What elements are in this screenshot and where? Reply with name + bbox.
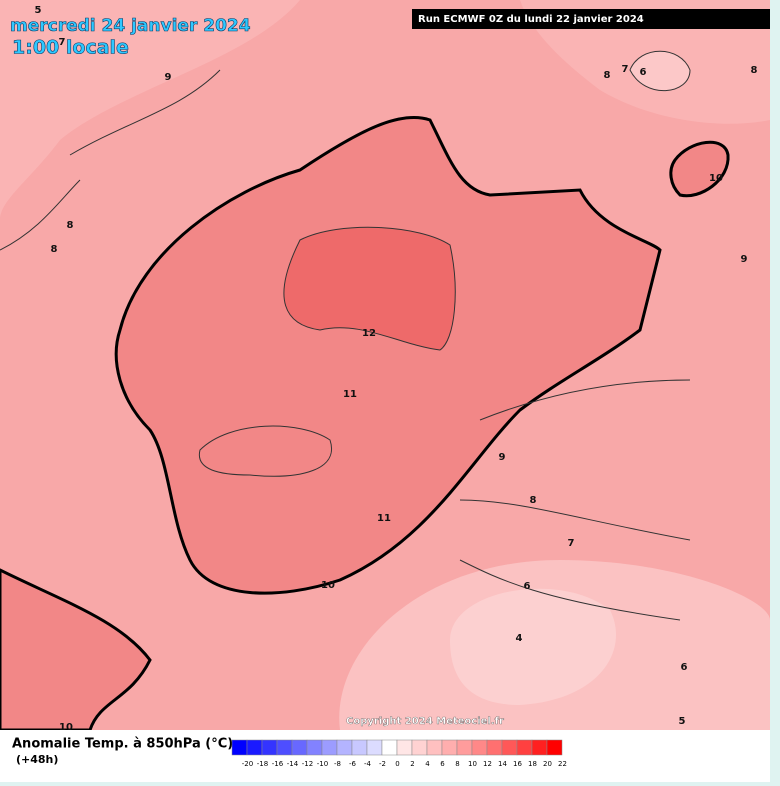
lead-time: (+48h) [16, 753, 58, 766]
contour-label: 6 [524, 581, 531, 592]
cool-zone [0, 0, 300, 220]
legend-swatch [426, 739, 443, 756]
contour-label: 5 [35, 5, 42, 16]
contour-label: 8 [67, 220, 74, 231]
anomaly-10-zone [114, 115, 662, 595]
legend-label: 12 [483, 760, 492, 768]
legend-swatch [261, 739, 278, 756]
contour-label: 7 [568, 538, 575, 549]
legend-label: -16 [272, 760, 284, 768]
legend-label: 20 [543, 760, 552, 768]
contour-label: 10 [321, 580, 335, 591]
legend-swatch [411, 739, 428, 756]
legend-swatch [471, 739, 488, 756]
legend-swatch [366, 739, 383, 756]
contour-label: 11 [377, 513, 391, 524]
isoline [0, 69, 691, 621]
contour-label: 10 [709, 173, 723, 184]
legend-label: -18 [257, 760, 268, 768]
legend-label: -2 [379, 760, 386, 768]
legend-label: 18 [528, 760, 537, 768]
contour-label: 12 [362, 328, 376, 339]
anomaly-10-zone [669, 140, 730, 198]
legend-label: 22 [558, 760, 567, 768]
isoline [198, 425, 332, 477]
legend-swatch [501, 739, 518, 756]
contour-label: 11 [343, 389, 357, 400]
legend-swatch [336, 739, 353, 756]
contour-label: 6 [640, 67, 647, 78]
legend-swatch [291, 739, 308, 756]
legend-swatch [441, 739, 458, 756]
legend-swatch [321, 739, 338, 756]
contour-label: 8 [51, 244, 58, 255]
contour-label: 8 [604, 70, 611, 81]
legend-swatch [351, 739, 368, 756]
legend-swatch [381, 739, 398, 756]
anomaly-12-zone [283, 226, 456, 351]
copyright: Copyright 2024 Meteociel.fr [346, 716, 504, 727]
contour-label: 9 [165, 72, 172, 83]
contour-label: 10 [59, 722, 73, 733]
contour-label: 8 [530, 495, 537, 506]
isoline [629, 50, 691, 92]
time-label: 1:00 locale [12, 37, 129, 59]
legend-swatch [396, 739, 413, 756]
contour-label: 9 [499, 452, 506, 463]
legend-swatch [531, 739, 548, 756]
contour-label: 9 [741, 254, 748, 265]
footer-bar [0, 730, 770, 782]
legend-label: 2 [410, 760, 414, 768]
anomaly-10-zone [0, 568, 152, 732]
contour-label: 7 [622, 64, 629, 75]
run-label: Run ECMWF 0Z du lundi 22 janvier 2024 [418, 14, 644, 25]
legend-swatch [276, 739, 293, 756]
run-banner [412, 9, 770, 29]
legend-label: -6 [349, 760, 357, 768]
legend-swatch [306, 739, 323, 756]
legend-swatch [246, 739, 263, 756]
legend-label: 10 [468, 760, 477, 768]
contour-label: 6 [681, 662, 688, 673]
contour-label: 5 [679, 716, 686, 727]
legend-label: 16 [513, 760, 522, 768]
legend-label: 6 [440, 760, 445, 768]
legend-label: -8 [334, 760, 341, 768]
footer-title: Anomalie Temp. à 850hPa (°C) [12, 737, 233, 752]
legend-label: 4 [425, 760, 430, 768]
legend-swatch [231, 739, 248, 756]
legend-label: -20 [242, 760, 253, 768]
legend-label: -14 [287, 760, 299, 768]
legend-label: 14 [498, 760, 507, 768]
legend-label: 8 [455, 760, 459, 768]
legend-swatch [516, 739, 533, 756]
date-label: mercredi 24 janvier 2024 [10, 16, 251, 36]
legend-label: -4 [364, 760, 372, 768]
legend-label: -12 [302, 760, 313, 768]
contour-label: 8 [751, 65, 758, 76]
legend-swatch [456, 739, 473, 756]
legend-swatch [486, 739, 503, 756]
contour-label: 7 [59, 37, 66, 48]
legend-label: -10 [317, 760, 328, 768]
cool-zone [450, 588, 616, 705]
contour-label: 4 [516, 633, 523, 644]
legend-label: 0 [395, 760, 399, 768]
legend-swatch [546, 739, 563, 756]
